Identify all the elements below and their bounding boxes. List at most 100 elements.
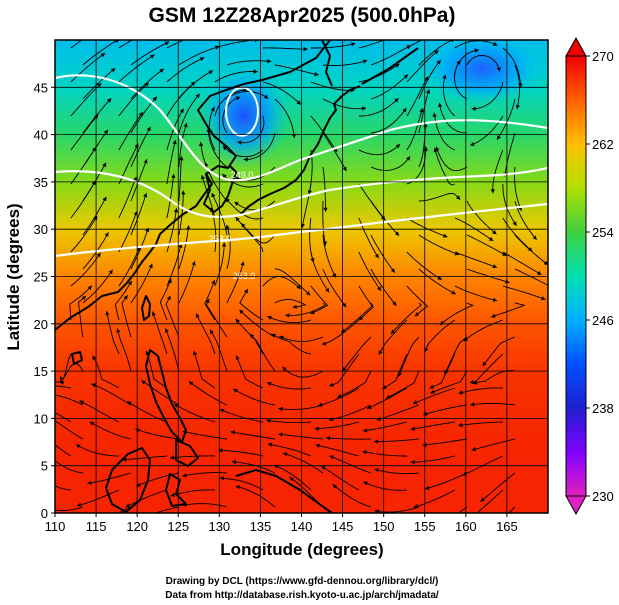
- streamline: [322, 234, 337, 278]
- streamline-arrow: [394, 231, 400, 236]
- colorbar-tick-label: 270: [592, 49, 614, 64]
- streamline-arrow: [492, 41, 498, 46]
- streamline: [502, 251, 542, 276]
- streamline-arrow: [329, 382, 334, 387]
- streamline-arrow: [289, 477, 294, 482]
- colorbar-tick-label: 238: [592, 401, 614, 416]
- streamline: [439, 302, 474, 326]
- contour-label: 258.0: [209, 234, 232, 244]
- streamline: [55, 444, 72, 457]
- streamline: [310, 43, 356, 49]
- streamline: [233, 388, 275, 406]
- streamline: [166, 40, 185, 49]
- streamline-arrow: [491, 313, 496, 318]
- x-tick-label: 115: [86, 519, 107, 534]
- streamline-arrow: [151, 311, 156, 316]
- streamline: [178, 225, 190, 270]
- streamline: [322, 166, 327, 212]
- streamline: [87, 472, 132, 484]
- streamline: [274, 64, 319, 76]
- streamline: [504, 132, 516, 177]
- streamline: [322, 268, 347, 308]
- streamline-arrow: [451, 290, 456, 295]
- streamline: [118, 82, 150, 117]
- streamline: [214, 89, 248, 117]
- japan-coast: [239, 85, 361, 216]
- streamline: [310, 251, 330, 293]
- streamline: [435, 146, 468, 172]
- streamline: [173, 403, 216, 423]
- streamline: [193, 350, 216, 389]
- streamline: [381, 353, 408, 390]
- streamline: [317, 387, 360, 407]
- streamline-arrow: [148, 263, 153, 269]
- streamline-arrow: [210, 329, 214, 335]
- streamline: [118, 40, 134, 49]
- streamline-arrow: [144, 82, 149, 87]
- streamline-arrow: [230, 430, 235, 435]
- streamline: [370, 74, 409, 100]
- streamline: [406, 49, 439, 83]
- streamline-arrow: [433, 147, 438, 153]
- streamline: [385, 370, 420, 399]
- streamline: [55, 485, 71, 491]
- colorbar-top-arrow: [565, 36, 587, 57]
- streamline: [222, 96, 241, 134]
- streamline-arrow: [179, 156, 184, 161]
- streamline-arrow: [77, 502, 82, 507]
- streamline: [463, 319, 504, 342]
- streamline-arrow: [283, 452, 288, 457]
- colorbar-gradient: [565, 55, 587, 497]
- streamline-arrow: [292, 304, 297, 309]
- streamline: [410, 455, 455, 463]
- streamline: [289, 476, 324, 508]
- y-tick-label: 20: [34, 317, 48, 332]
- streamline-arrow: [310, 310, 315, 315]
- streamline: [502, 285, 546, 300]
- streamline: [322, 201, 327, 246]
- streamline-arrow: [434, 50, 439, 55]
- colorbar-tick-label: 230: [592, 489, 614, 504]
- streamline: [106, 311, 120, 355]
- streamline-arrow: [394, 98, 399, 103]
- streamline-arrow: [233, 389, 238, 393]
- streamline-arrow: [314, 72, 319, 77]
- streamline-arrow: [167, 278, 172, 284]
- streamline-arrow: [143, 159, 148, 164]
- streamline: [320, 465, 360, 491]
- streamline: [422, 438, 467, 446]
- streamline-arrow: [104, 232, 109, 237]
- philippines-south-coast: [175, 439, 199, 467]
- streamline: [262, 47, 308, 50]
- streamline: [118, 111, 144, 151]
- streamline: [424, 472, 468, 490]
- streamline-arrow: [107, 98, 112, 103]
- streamline: [218, 449, 263, 457]
- streamline-arrow: [296, 100, 301, 105]
- streamline: [434, 147, 456, 186]
- streamline-arrow: [92, 355, 97, 361]
- streamline-arrow: [321, 466, 326, 470]
- streamline-arrow: [267, 59, 272, 64]
- streamline-arrow: [146, 126, 151, 132]
- streamline: [214, 71, 258, 83]
- streamline: [378, 319, 408, 355]
- x-tick-label: 135: [250, 519, 272, 534]
- streamline: [249, 333, 276, 372]
- y-tick-label: 35: [34, 175, 48, 190]
- streamline: [363, 481, 407, 491]
- streamline: [374, 468, 419, 475]
- streamline-arrow: [406, 156, 410, 161]
- streamline: [205, 298, 228, 338]
- streamline: [130, 263, 153, 304]
- y-tick-label: 25: [34, 270, 48, 285]
- streamline-arrow: [79, 400, 84, 405]
- streamline: [329, 455, 372, 474]
- streamline-arrow: [482, 361, 487, 367]
- streamline: [70, 52, 106, 83]
- streamline-arrow: [362, 450, 367, 455]
- streamline: [310, 115, 338, 153]
- streamline: [423, 404, 467, 416]
- streamline: [471, 438, 515, 451]
